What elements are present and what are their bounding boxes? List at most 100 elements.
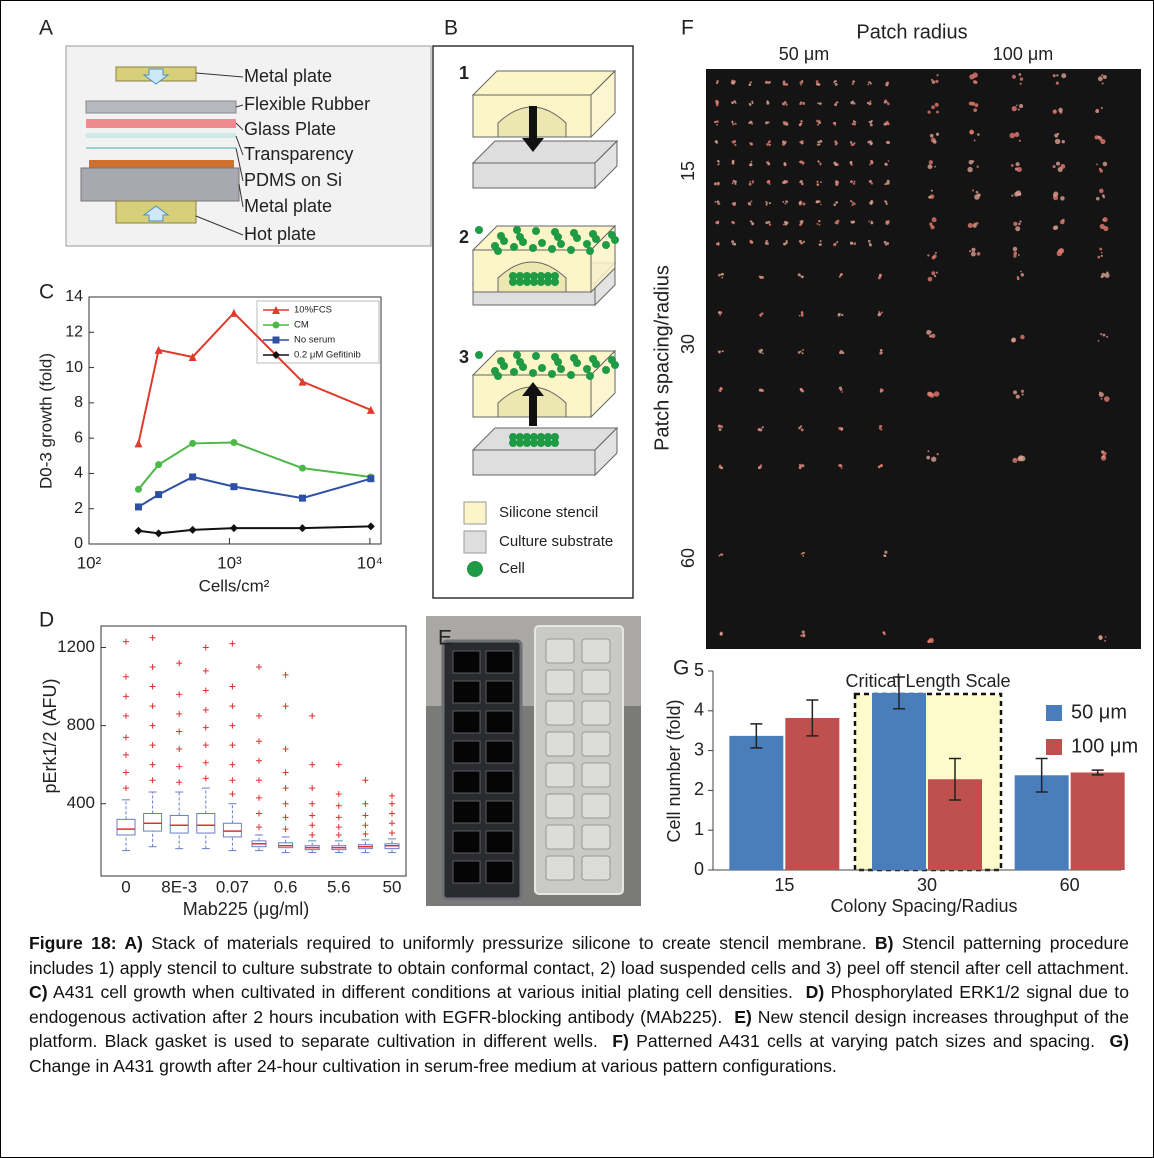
cell-dot [764, 81, 768, 84]
arrow-down [142, 68, 170, 85]
gasket-well [452, 680, 481, 704]
cell-dot [849, 141, 853, 144]
outlier [149, 742, 156, 749]
cell-dot [884, 243, 887, 246]
cell-dot [817, 140, 820, 144]
cell-dot [1101, 194, 1105, 197]
cell-dot [731, 243, 734, 245]
cell-dot [931, 271, 936, 276]
cell-dot [733, 140, 737, 144]
cell-dot [970, 251, 976, 257]
legend-stencil [463, 501, 487, 525]
cell-dot [879, 274, 881, 277]
cell-dot [734, 143, 737, 146]
cell-dot [715, 140, 718, 143]
cell-dot [934, 102, 939, 107]
cell-dot [731, 160, 735, 164]
outlier [389, 800, 395, 807]
outlier [362, 812, 369, 819]
cell-dot [869, 163, 872, 166]
cell-dot [799, 387, 802, 391]
cell-dot [751, 222, 755, 225]
cell-dot [853, 123, 856, 126]
box [169, 814, 189, 834]
y-tick-label: 5 [694, 660, 704, 680]
cell [530, 433, 538, 441]
cell-dot [816, 143, 819, 146]
cell-dot [1103, 226, 1109, 232]
x-tick-label: 30 [917, 875, 937, 895]
legend-swatch [1046, 739, 1062, 755]
cell-dot [731, 202, 734, 205]
y-tick-label: 1 [694, 819, 704, 839]
error-bar [1035, 757, 1048, 793]
cell-dot [931, 255, 936, 260]
stencil-well [545, 824, 575, 850]
error-bar [893, 676, 905, 710]
cell-dot [1100, 138, 1106, 145]
cell-dot [841, 313, 844, 317]
cell-dot [1096, 110, 1099, 113]
gasket-well [485, 650, 514, 674]
marker [298, 464, 306, 472]
outlier [202, 667, 209, 674]
cell-dot [801, 352, 804, 355]
plot-frame [88, 296, 382, 545]
cell-dot [934, 165, 937, 168]
cell-dot [879, 389, 882, 392]
cell-dot [820, 181, 822, 184]
cell-dot [886, 122, 890, 126]
cell-dot [819, 139, 823, 143]
cell-dot [1017, 108, 1020, 111]
cell-dot [749, 81, 752, 84]
cell-dot [968, 101, 973, 106]
cell [510, 368, 518, 376]
cell-dot [878, 426, 882, 430]
gasket-well [485, 830, 514, 854]
cell-dot [731, 240, 735, 244]
cell-dot [820, 203, 822, 206]
cell-dot [1100, 74, 1104, 77]
cell-dot [967, 166, 973, 173]
gasket [441, 639, 523, 901]
gasket-well [452, 800, 481, 824]
cell [513, 351, 521, 359]
outlier [176, 728, 183, 735]
figure: A B C D F G Metal plate Flexible Rubber Glass Pl… [36, 17, 1141, 919]
marker [188, 352, 197, 361]
outlier [149, 703, 156, 710]
x-tick-label: 5.6 [327, 877, 351, 896]
cell-dot [782, 102, 785, 106]
cell-dot [834, 80, 837, 83]
cell-dot [1013, 221, 1018, 227]
rubber [86, 119, 236, 128]
error-bar [1091, 769, 1104, 776]
cell [509, 272, 517, 280]
cell-dot [798, 314, 801, 317]
cell-dot [868, 220, 870, 223]
cell-dot [935, 271, 938, 274]
marker [155, 461, 163, 469]
cell-dot [870, 199, 873, 203]
outlier [176, 660, 183, 667]
gasket-well [452, 740, 481, 764]
stencil-well [581, 793, 611, 819]
cell [551, 272, 559, 280]
cell [548, 370, 556, 378]
cell-dot [870, 182, 874, 185]
cell-dot [1013, 254, 1017, 258]
cell [530, 272, 538, 280]
legend-cell [467, 561, 483, 577]
y-tick-label: 14 [65, 288, 83, 305]
cell-dot [761, 352, 764, 355]
cell-dot [975, 221, 979, 225]
x-tick-label: 10³ [217, 553, 242, 572]
cell-dot [1055, 81, 1059, 85]
cell-dot [816, 119, 819, 123]
marker [134, 439, 143, 448]
cell-dot [885, 163, 888, 166]
leader-line [235, 122, 244, 131]
cell-dot [1097, 255, 1101, 259]
outlier [282, 814, 289, 821]
outlier [256, 738, 262, 745]
